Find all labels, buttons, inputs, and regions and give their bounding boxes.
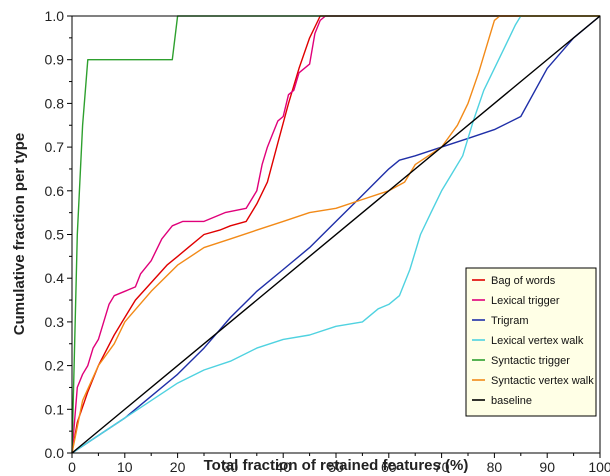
- y-tick-label: 0.9: [45, 52, 65, 68]
- y-axis-title: Cumulative fraction per type: [11, 133, 28, 336]
- legend-label: Bag of words: [491, 275, 556, 287]
- legend-label: Syntactic trigger: [491, 355, 570, 367]
- legend-label: Lexical trigger: [491, 295, 560, 307]
- y-tick-label: 0.8: [45, 95, 65, 111]
- y-tick-label: 0.4: [45, 270, 65, 286]
- y-tick-label: 0.7: [45, 139, 65, 155]
- y-tick-label: 0.5: [45, 227, 65, 243]
- y-tick-label: 0.0: [45, 445, 65, 461]
- x-tick-label: 20: [170, 459, 186, 475]
- x-tick-label: 10: [117, 459, 133, 475]
- legend-label: Lexical vertex walk: [491, 335, 584, 347]
- y-tick-label: 0.6: [45, 183, 65, 199]
- y-tick-label: 0.2: [45, 358, 65, 374]
- legend-label: Syntactic vertex walk: [491, 375, 594, 387]
- legend: Bag of words Lexical trigger Trigram Lexica…: [466, 268, 596, 416]
- legend-label: Trigram: [491, 315, 528, 327]
- y-tick-label: 0.3: [45, 314, 65, 330]
- x-tick-label: 80: [487, 459, 503, 475]
- legend-label: baseline: [491, 395, 532, 407]
- y-tick-label: 0.1: [45, 401, 65, 417]
- x-axis-title: Total fraction of retained features (%): [204, 457, 469, 474]
- x-tick-label: 90: [539, 459, 555, 475]
- x-tick-label: 0: [68, 459, 76, 475]
- y-tick-label: 1.0: [45, 8, 65, 24]
- x-tick-label: 100: [588, 459, 610, 475]
